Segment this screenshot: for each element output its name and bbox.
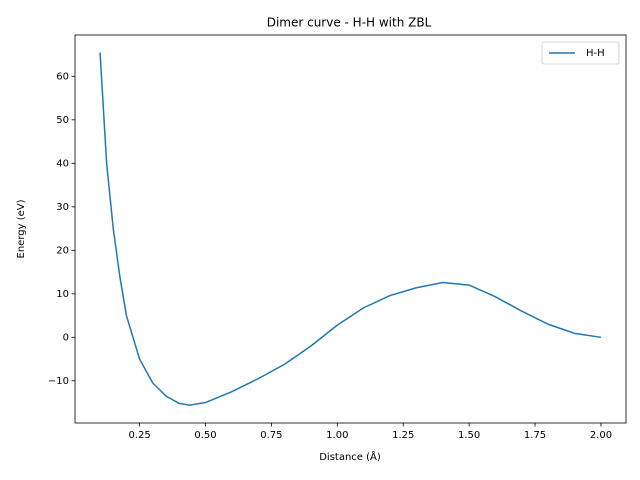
x-tick-label: 0.75 [260,430,282,441]
line-series [99,52,602,406]
y-tick-label: 60 [56,71,69,82]
y-tick-label: −10 [48,376,69,387]
y-tick-label: 30 [56,202,69,213]
x-axis-label: Distance (Å) [319,450,381,463]
x-tick-label: 1.75 [524,430,546,441]
y-tick-label: 20 [56,245,69,256]
y-tick-label: 0 [63,332,69,343]
x-tick-label: 2.00 [590,430,612,441]
y-tick-label: 50 [56,115,69,126]
x-tick-label: 1.50 [458,430,480,441]
x-tick-label: 0.50 [194,430,216,441]
y-axis-label: Energy (eV) [16,199,27,258]
legend-label: H-H [586,48,605,59]
y-tick-label: 10 [56,289,69,300]
x-tick-label: 1.00 [326,430,348,441]
x-tick-label: 0.25 [128,430,150,441]
x-tick-label: 1.25 [392,430,414,441]
plot-frame [74,34,627,424]
chart-title: Dimer curve - H-H with ZBL [267,16,432,30]
legend-box [541,41,620,65]
y-tick-label: 40 [56,158,69,169]
